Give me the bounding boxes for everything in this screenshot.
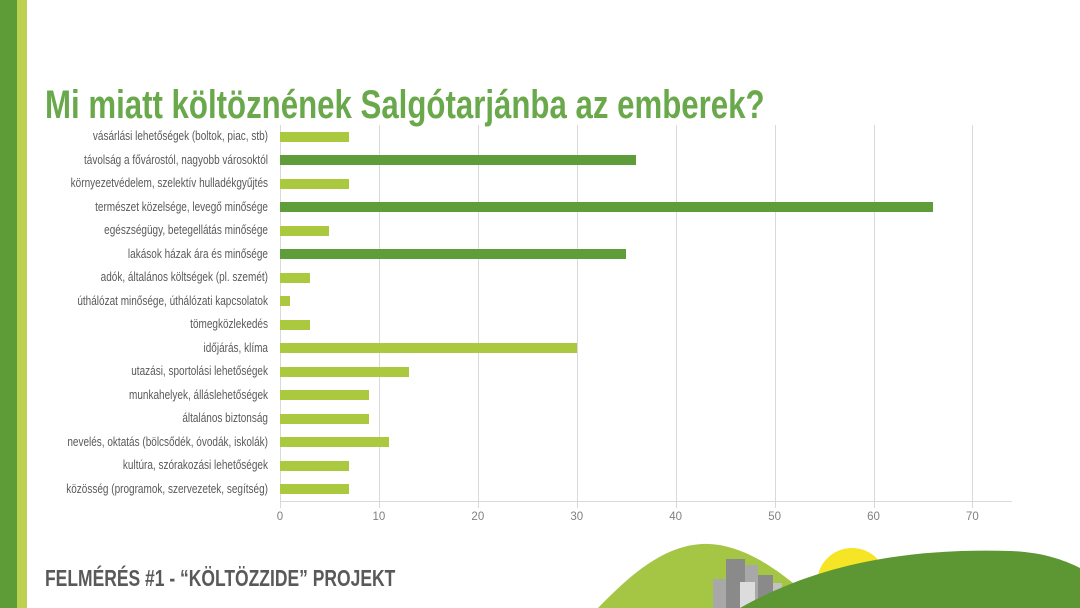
bar [280,437,389,448]
landscape-decoration [598,543,1080,608]
axis-tick [280,502,281,508]
hill-dark-icon [740,550,1080,608]
category-label: utazási, sportolási lehetőségek [131,364,268,378]
bar-row [280,172,1012,196]
bar-row [280,125,1012,149]
gridline [280,125,281,501]
gridline [378,125,380,501]
bar-rows [280,125,1012,501]
x-axis-tick-label: 20 [471,511,485,523]
category-label: vásárlási lehetőségek (boltok, piac, stb… [92,129,268,143]
gridline [576,125,578,501]
x-axis-tick-label: 30 [570,511,584,523]
bar [280,460,350,471]
bar [280,272,310,283]
bar-row [280,149,1012,173]
gridline [873,125,875,501]
bar-row [280,313,1012,337]
category-label: lakások házak ára és minősége [127,246,268,261]
bar [280,319,310,330]
bar-row [280,219,1012,243]
axis-tick [576,502,578,508]
bar-row [280,431,1012,455]
bar [280,296,290,307]
category-label: közösség (programok, szervezetek, segíts… [66,481,268,496]
category-label: tömegközlekedés [190,317,268,331]
bar [280,249,627,260]
page-title: Mi miatt költöznének Salgótarjánba az em… [45,82,765,127]
x-axis-tick-label: 70 [966,511,979,523]
x-axis-tick-label: 10 [372,511,386,523]
axis-tick [774,502,776,508]
category-label: úthálózat minősége, úthálózati kapcsolat… [77,293,269,308]
x-axis-tick-label: 40 [669,511,683,523]
bar-row [280,266,1012,290]
category-axis: vásárlási lehetőségek (boltok, piac, stb… [0,125,268,501]
x-axis-tick-label: 50 [768,511,781,523]
bar-row [280,478,1012,502]
x-axis: 0 10 20 30 40 50 60 70 [276,502,1012,532]
category-label: általános biztonság [182,411,268,425]
gridline [675,125,677,501]
accent-stripe-light [17,0,27,608]
gridline [477,125,479,501]
bar [280,202,933,213]
x-axis-tick-label: 0 [276,511,284,523]
gridline [774,125,776,501]
bar-row [280,454,1012,478]
bar [280,390,370,401]
category-label: távolság a fővárostól, nagyobb városoktó… [83,152,268,167]
axis-tick [378,502,380,508]
bar-row [280,384,1012,408]
bar [280,343,577,354]
category-label: környezetvédelem, szelektív hulladékgyűj… [70,176,268,190]
category-label: természet közelsége, levegő minősége [95,199,268,214]
axis-tick [477,502,479,508]
bar [280,131,350,142]
city-buildings-icon [713,559,782,608]
bar-row [280,337,1012,361]
bar [280,225,330,236]
x-axis-tick-label: 60 [867,511,880,523]
axis-tick [675,502,677,508]
category-label: kultúra, szórakozási lehetőségek [122,458,268,472]
category-label: munkahelyek, álláslehetőségek [129,387,268,402]
category-label: nevelés, oktatás (bölcsődék, óvodák, isk… [67,434,268,449]
category-label: adók, általános költségek (pl. szemét) [100,270,268,284]
bar [280,155,637,166]
axis-tick [972,502,974,508]
bar-row [280,243,1012,267]
accent-stripe-dark [0,0,17,608]
footer-text: FELMÉRÉS #1 - “KÖLTÖZZIDE” PROJEKT [45,565,396,591]
bar [280,366,409,377]
plot-area [280,125,1012,502]
bar-row [280,360,1012,384]
bar-row [280,290,1012,314]
bar-row [280,196,1012,220]
category-label: egészségügy, betegellátás minősége [104,223,268,237]
bar [280,178,350,189]
bar [280,413,370,424]
gridline [972,125,974,501]
bar-row [280,407,1012,431]
category-label: időjárás, klíma [203,340,268,355]
bar [280,484,350,495]
axis-tick [873,502,875,508]
